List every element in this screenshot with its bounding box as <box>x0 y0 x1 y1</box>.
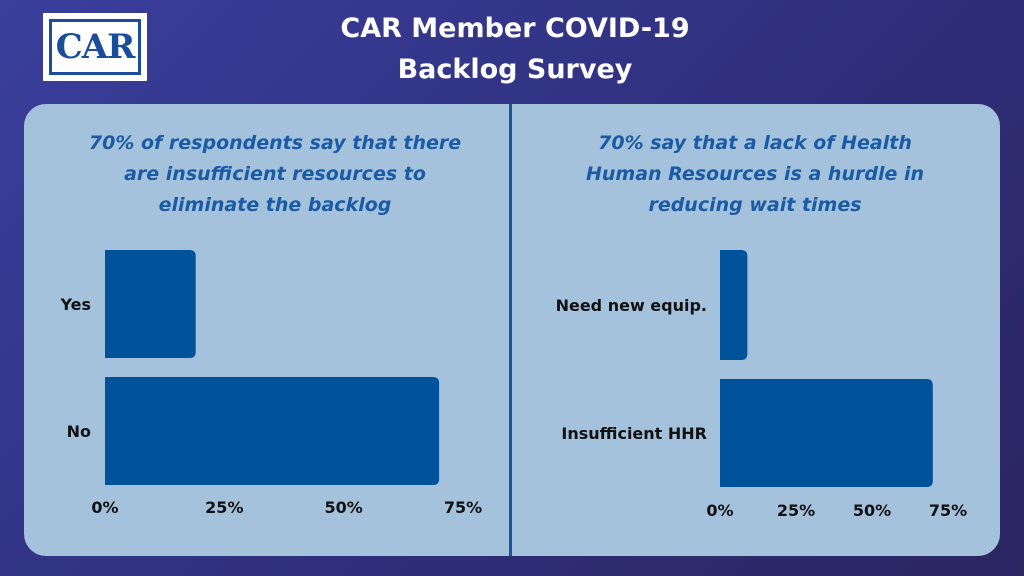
right-x-tick-label-2: 50% <box>853 501 891 520</box>
right-chart-title: 70% say that a lack of Health Human Reso… <box>540 128 970 221</box>
left-chart-title-line1: 70% of respondents say that there <box>88 132 462 154</box>
right-category-label-0: Need new equip. <box>556 296 707 315</box>
left-x-tick-label-1: 25% <box>205 498 243 517</box>
right-chart-title-line2: Human Resources is a hurdle in <box>585 163 925 185</box>
right-x-tick-label-3: 75% <box>929 501 967 520</box>
right-x-tick-label-1: 25% <box>777 501 815 520</box>
left-chart-title-line3: eliminate the backlog <box>158 194 392 216</box>
right-x-tick-label-0: 0% <box>706 501 733 520</box>
left-bar-chart: Yes No 0% 25% 50% 75% <box>60 250 482 517</box>
left-x-tick-label-3: 75% <box>444 498 482 517</box>
left-x-tick-label-0: 0% <box>91 498 118 517</box>
right-chart-title-line3: reducing wait times <box>648 194 862 216</box>
page-title-line1: CAR Member COVID-19 <box>340 13 690 44</box>
left-category-label-0: Yes <box>60 295 92 314</box>
page-title-line2: Backlog Survey <box>397 54 633 85</box>
right-category-label-1: Insufficient HHR <box>561 424 707 443</box>
right-bar-0 <box>720 250 748 360</box>
right-chart-title-line1: 70% say that a lack of Health <box>598 132 912 154</box>
car-logo: CAR <box>43 13 147 81</box>
panel-divider <box>509 104 512 556</box>
left-bar-1 <box>105 377 440 485</box>
left-category-label-1: No <box>67 422 91 441</box>
car-logo-text: CAR <box>49 19 141 75</box>
page-title: CAR Member COVID-19 Backlog Survey <box>250 8 780 90</box>
left-x-tick-label-2: 50% <box>325 498 363 517</box>
left-chart-title: 70% of respondents say that there are in… <box>60 128 490 221</box>
left-bar-0 <box>105 250 196 358</box>
right-bar-chart: Need new equip. Insufficient HHR 0% 25% 50% 7… <box>556 250 967 520</box>
right-bar-1 <box>720 379 933 487</box>
left-chart-title-line2: are insufficient resources to <box>124 163 426 185</box>
